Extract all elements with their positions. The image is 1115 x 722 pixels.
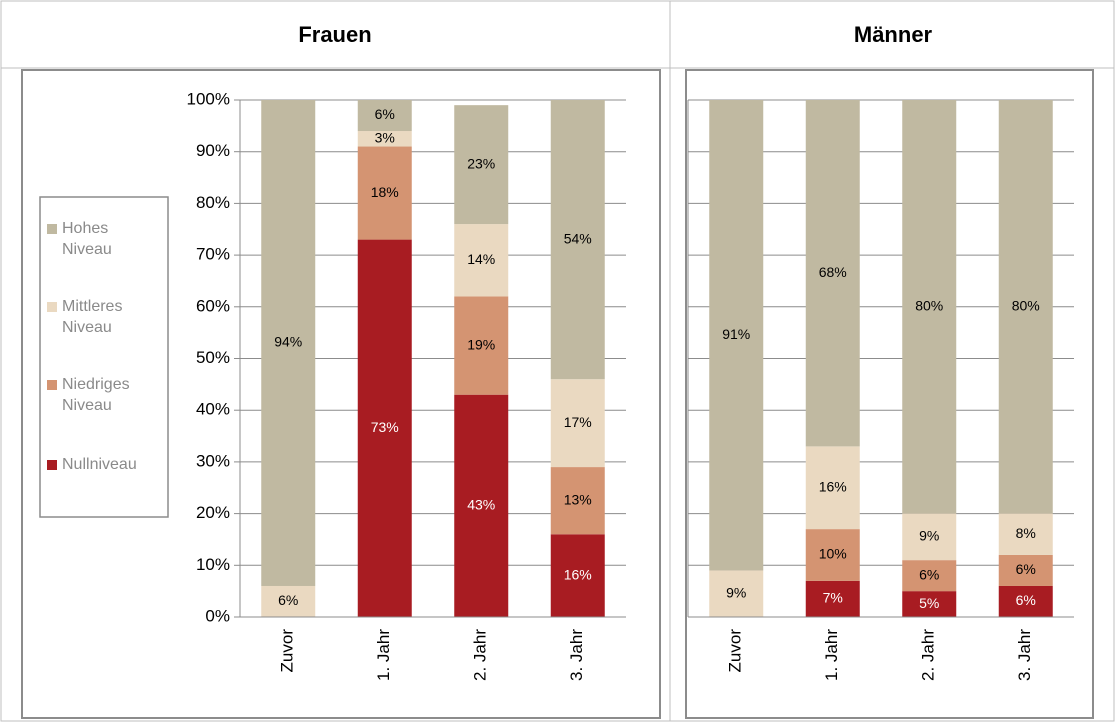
bar-segment (454, 224, 509, 297)
data-label: 10% (819, 546, 847, 562)
data-label: 19% (467, 336, 495, 352)
data-label: 16% (819, 478, 847, 494)
data-label: 8% (1016, 525, 1036, 541)
y-tick-label: 30% (196, 451, 230, 470)
data-label: 94% (274, 334, 302, 350)
legend-box (39, 196, 169, 518)
data-label: 6% (1016, 592, 1036, 608)
legend-swatch (47, 460, 57, 470)
bar-segment (454, 394, 509, 617)
legend-label: Mittleres Niveau (62, 298, 123, 336)
x-tick-label: 2. Jahr (919, 629, 938, 681)
data-label: 9% (726, 584, 746, 600)
data-label: 6% (278, 592, 298, 608)
x-tick-label: 2. Jahr (471, 629, 490, 681)
bar-segment (805, 446, 860, 530)
chart-frame (21, 69, 661, 719)
bar-segment (550, 534, 605, 617)
data-label: 16% (564, 566, 592, 582)
legend-label: Nullniveau (62, 456, 137, 473)
bar-segment (550, 467, 605, 535)
bar-segment (998, 554, 1053, 586)
bar-segment (805, 529, 860, 581)
bar-segment (357, 239, 412, 617)
legend-swatch (47, 224, 57, 234)
legend-label: Niedriges Niveau (62, 376, 130, 414)
data-label: 23% (467, 155, 495, 171)
bar-segment (998, 100, 1053, 514)
y-tick-label: 40% (196, 400, 230, 419)
y-tick-label: 90% (196, 141, 230, 160)
data-label: 14% (467, 251, 495, 267)
bar-segment (550, 379, 605, 468)
bar-segment (902, 560, 957, 592)
data-label: 3% (375, 129, 395, 145)
bar-segment (709, 570, 764, 617)
bar-segment (454, 105, 509, 225)
y-tick-label: 70% (196, 245, 230, 264)
bar-segment (998, 585, 1053, 617)
bar-segment (550, 100, 605, 380)
legend-swatch (47, 302, 57, 312)
bar-segment (357, 100, 412, 132)
chart-title: Frauen (298, 22, 371, 47)
bar-segment (998, 513, 1053, 555)
y-tick-label: 60% (196, 296, 230, 315)
y-tick-label: 50% (196, 348, 230, 367)
data-label: 68% (819, 264, 847, 280)
chart-frame (685, 69, 1094, 719)
legend-label: Hohes Niveau (62, 220, 112, 258)
bar-segment (805, 100, 860, 447)
y-tick-label: 0% (205, 606, 230, 625)
bar-segment (454, 296, 509, 395)
data-label: 13% (564, 491, 592, 507)
data-label: 80% (915, 298, 943, 314)
data-label: 18% (371, 184, 399, 200)
data-label: 9% (919, 528, 939, 544)
chart-title: Männer (854, 22, 933, 47)
y-tick-label: 100% (187, 89, 230, 108)
x-tick-label: Zuvor (726, 629, 745, 673)
x-tick-label: 1. Jahr (374, 629, 393, 681)
bar-segment (357, 146, 412, 240)
y-tick-label: 80% (196, 193, 230, 212)
data-label: 80% (1012, 298, 1040, 314)
bar-segment (902, 100, 957, 514)
bar-segment (261, 100, 316, 586)
data-label: 73% (371, 419, 399, 435)
data-label: 6% (375, 106, 395, 122)
y-tick-label: 10% (196, 555, 230, 574)
bar-segment (357, 131, 412, 147)
y-tick-label: 20% (196, 503, 230, 522)
bar-segment (805, 580, 860, 617)
data-label: 5% (919, 595, 939, 611)
x-tick-label: 3. Jahr (1015, 629, 1034, 681)
legend-swatch (47, 380, 57, 390)
data-label: 7% (823, 590, 843, 606)
bar-segment (261, 585, 316, 617)
bar-segment (902, 591, 957, 617)
data-label: 54% (564, 230, 592, 246)
bar-segment (709, 100, 764, 571)
x-tick-label: 3. Jahr (567, 629, 586, 681)
bar-segment (902, 513, 957, 561)
data-label: 91% (722, 326, 750, 342)
data-label: 43% (467, 497, 495, 513)
x-tick-label: Zuvor (278, 629, 297, 673)
data-label: 6% (1016, 561, 1036, 577)
x-tick-label: 1. Jahr (822, 629, 841, 681)
data-label: 17% (564, 414, 592, 430)
data-label: 6% (919, 566, 939, 582)
